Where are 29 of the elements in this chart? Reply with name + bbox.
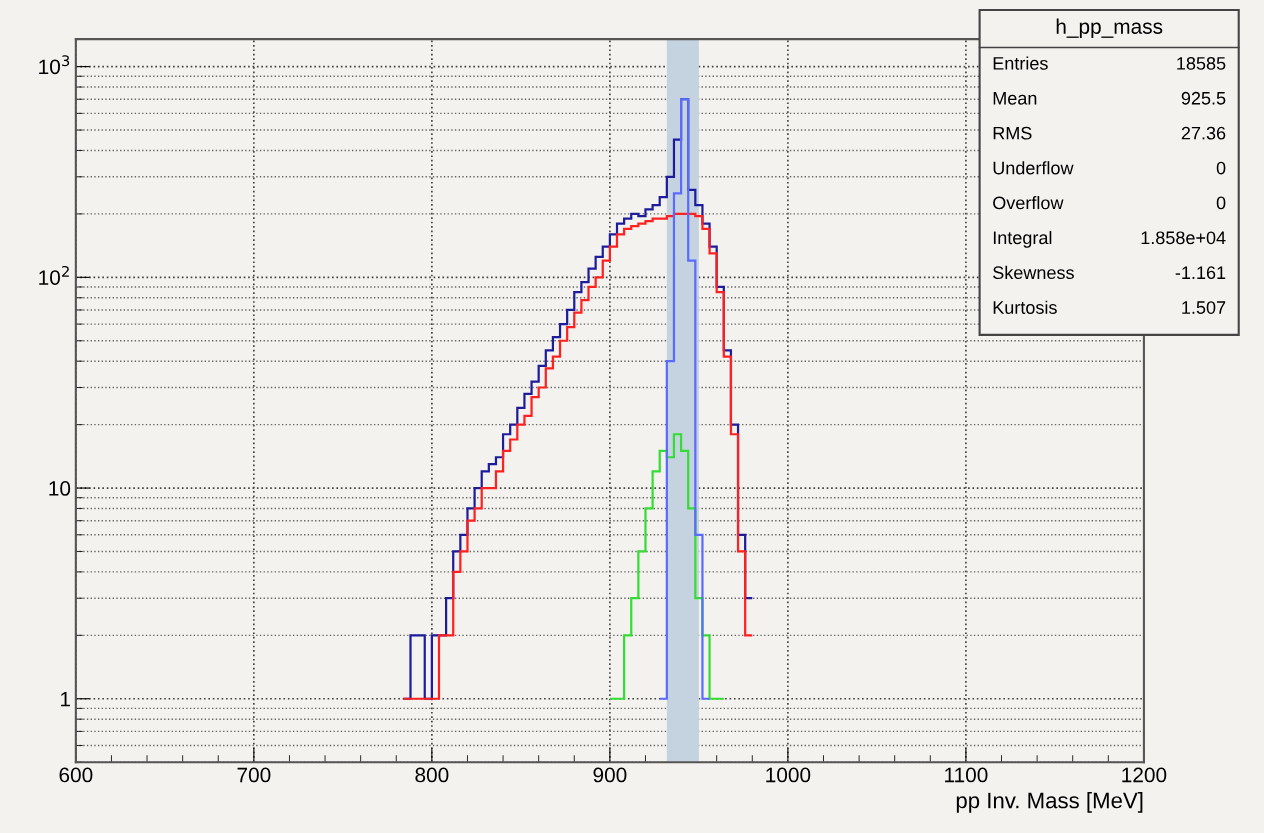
- annotation: Kurtosis: [993, 300, 1057, 314]
- annotation: Integral: [993, 230, 1052, 248]
- annotation: Mean: [993, 92, 1037, 105]
- text: 1.507: [1182, 301, 1226, 314]
- y-tick-label: 1: [60, 691, 70, 707]
- x-tick-label: 800: [415, 767, 449, 783]
- x-tick-label: 1000: [766, 767, 811, 783]
- text: 0: [1216, 161, 1226, 175]
- y-tick-label: 10$^{2}$: [39, 265, 69, 285]
- annotation: Underflow: [993, 161, 1074, 175]
- x-axis-title: pp Inv. Mass [MeV]: [956, 792, 1143, 813]
- text: h_pp_mass: [1056, 18, 1163, 39]
- x-tick-label: 1100: [945, 767, 988, 783]
- text: 18585: [1177, 56, 1226, 70]
- annotation: Overflow: [993, 196, 1064, 210]
- text: 27.36: [1181, 126, 1226, 140]
- y-tick-label: 10: [49, 481, 71, 496]
- text: 0: [1216, 196, 1226, 210]
- x-tick-label: 700: [237, 767, 271, 783]
- x-tick-label: 600: [59, 767, 93, 783]
- annotation: Entries: [993, 56, 1048, 70]
- annotation: 1.858e+04: [1141, 231, 1226, 245]
- x-tick-label: 900: [593, 767, 627, 783]
- x-tick-label: 1200: [1122, 767, 1167, 783]
- annotation: Skewness: [993, 265, 1074, 280]
- annotation: RMS: [993, 126, 1032, 140]
- text: -1.161: [1175, 266, 1226, 280]
- text: 925.5: [1181, 91, 1226, 105]
- y-tick-label: 10$^{3}$: [39, 55, 70, 75]
